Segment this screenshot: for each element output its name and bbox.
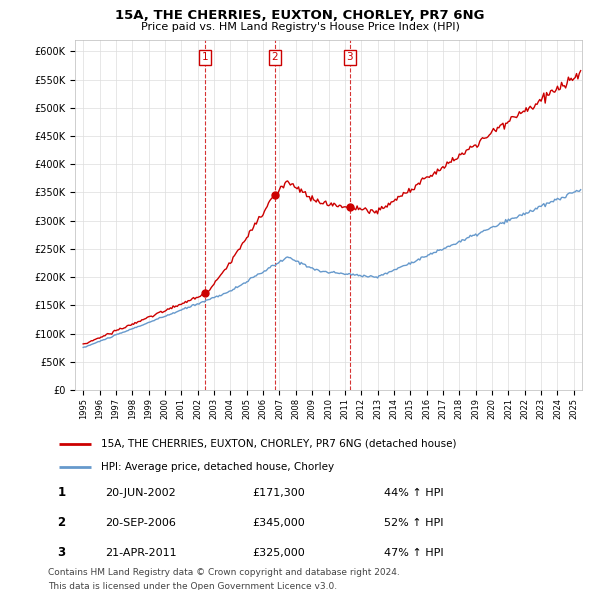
- Text: Contains HM Land Registry data © Crown copyright and database right 2024.: Contains HM Land Registry data © Crown c…: [48, 568, 400, 577]
- Text: Price paid vs. HM Land Registry's House Price Index (HPI): Price paid vs. HM Land Registry's House …: [140, 22, 460, 32]
- Text: HPI: Average price, detached house, Chorley: HPI: Average price, detached house, Chor…: [101, 461, 335, 471]
- Text: £171,300: £171,300: [252, 488, 305, 498]
- Text: 3: 3: [58, 546, 65, 559]
- Text: 21-APR-2011: 21-APR-2011: [105, 548, 176, 558]
- Text: 47% ↑ HPI: 47% ↑ HPI: [384, 548, 443, 558]
- Text: 2: 2: [58, 516, 65, 529]
- Text: 20-SEP-2006: 20-SEP-2006: [105, 518, 176, 528]
- Text: 2: 2: [272, 53, 278, 63]
- Text: This data is licensed under the Open Government Licence v3.0.: This data is licensed under the Open Gov…: [48, 582, 337, 590]
- Text: £325,000: £325,000: [252, 548, 305, 558]
- Text: 15A, THE CHERRIES, EUXTON, CHORLEY, PR7 6NG: 15A, THE CHERRIES, EUXTON, CHORLEY, PR7 …: [115, 9, 485, 22]
- Text: 44% ↑ HPI: 44% ↑ HPI: [384, 488, 443, 498]
- Text: 1: 1: [202, 53, 208, 63]
- Text: 20-JUN-2002: 20-JUN-2002: [105, 488, 176, 498]
- Text: 52% ↑ HPI: 52% ↑ HPI: [384, 518, 443, 528]
- Text: 3: 3: [347, 53, 353, 63]
- Text: 15A, THE CHERRIES, EUXTON, CHORLEY, PR7 6NG (detached house): 15A, THE CHERRIES, EUXTON, CHORLEY, PR7 …: [101, 438, 457, 448]
- Text: £345,000: £345,000: [252, 518, 305, 528]
- Text: 1: 1: [58, 487, 65, 500]
